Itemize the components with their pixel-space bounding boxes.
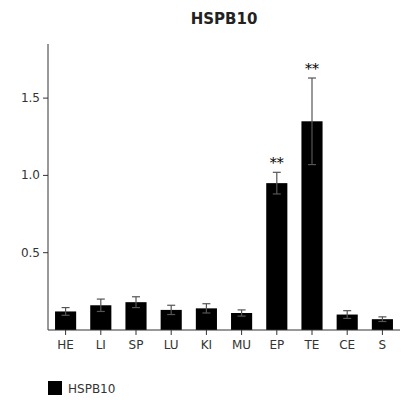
x-tick <box>347 330 348 335</box>
x-tick-label: HE <box>57 338 74 352</box>
x-tick <box>206 330 207 335</box>
y-tick <box>43 98 48 99</box>
x-tick <box>382 330 383 335</box>
x-tick <box>65 330 66 335</box>
x-tick <box>171 330 172 335</box>
annotation: ** <box>270 155 284 171</box>
x-tick <box>312 330 313 335</box>
x-tick-label: CE <box>339 338 355 352</box>
error-bar <box>167 305 175 314</box>
x-tick-label: S <box>379 338 387 352</box>
chart-container: HSPB10 0.5 1.0 1.5 HE LI SP LU KI MU EP TE CE S ** ** HS… <box>0 0 416 416</box>
x-tick <box>241 330 242 335</box>
x-tick <box>276 330 277 335</box>
y-tick-label: 0.5 <box>21 246 40 260</box>
x-tick <box>100 330 101 335</box>
x-tick-label: EP <box>269 338 284 352</box>
x-tick-label: TE <box>304 338 320 352</box>
plot-area <box>55 78 393 330</box>
error-bar <box>343 311 351 319</box>
error-bar <box>132 297 140 308</box>
y-tick-label: 1.5 <box>21 91 40 105</box>
title: HSPB10 <box>191 10 258 28</box>
error-bar <box>238 310 246 316</box>
chart: HSPB10 0.5 1.0 1.5 HE LI SP LU KI MU EP TE CE S ** ** HS… <box>0 0 416 416</box>
error-bar <box>97 299 105 311</box>
error-bar <box>308 78 316 165</box>
y-axis: 0.5 1.0 1.5 <box>21 44 48 330</box>
error-bar <box>378 317 386 322</box>
annotation: ** <box>305 61 319 77</box>
bar <box>266 183 287 330</box>
y-tick-label: 1.0 <box>21 168 40 182</box>
error-bar <box>202 304 210 313</box>
x-tick-label: MU <box>232 338 251 352</box>
error-bar <box>273 172 281 194</box>
x-tick-label: LU <box>164 338 179 352</box>
legend-swatch <box>48 381 62 395</box>
x-tick-label: SP <box>129 338 144 352</box>
y-tick <box>43 175 48 176</box>
x-tick-label: LI <box>96 338 106 352</box>
legend: HSPB10 <box>48 381 115 396</box>
x-tick <box>136 330 137 335</box>
error-bar <box>62 308 70 316</box>
x-tick-label: KI <box>201 338 212 352</box>
y-tick <box>43 252 48 253</box>
legend-label: HSPB10 <box>68 382 115 396</box>
x-axis: HE LI SP LU KI MU EP TE CE S <box>48 330 400 352</box>
bar <box>231 313 252 330</box>
y-axis-line <box>48 44 49 330</box>
